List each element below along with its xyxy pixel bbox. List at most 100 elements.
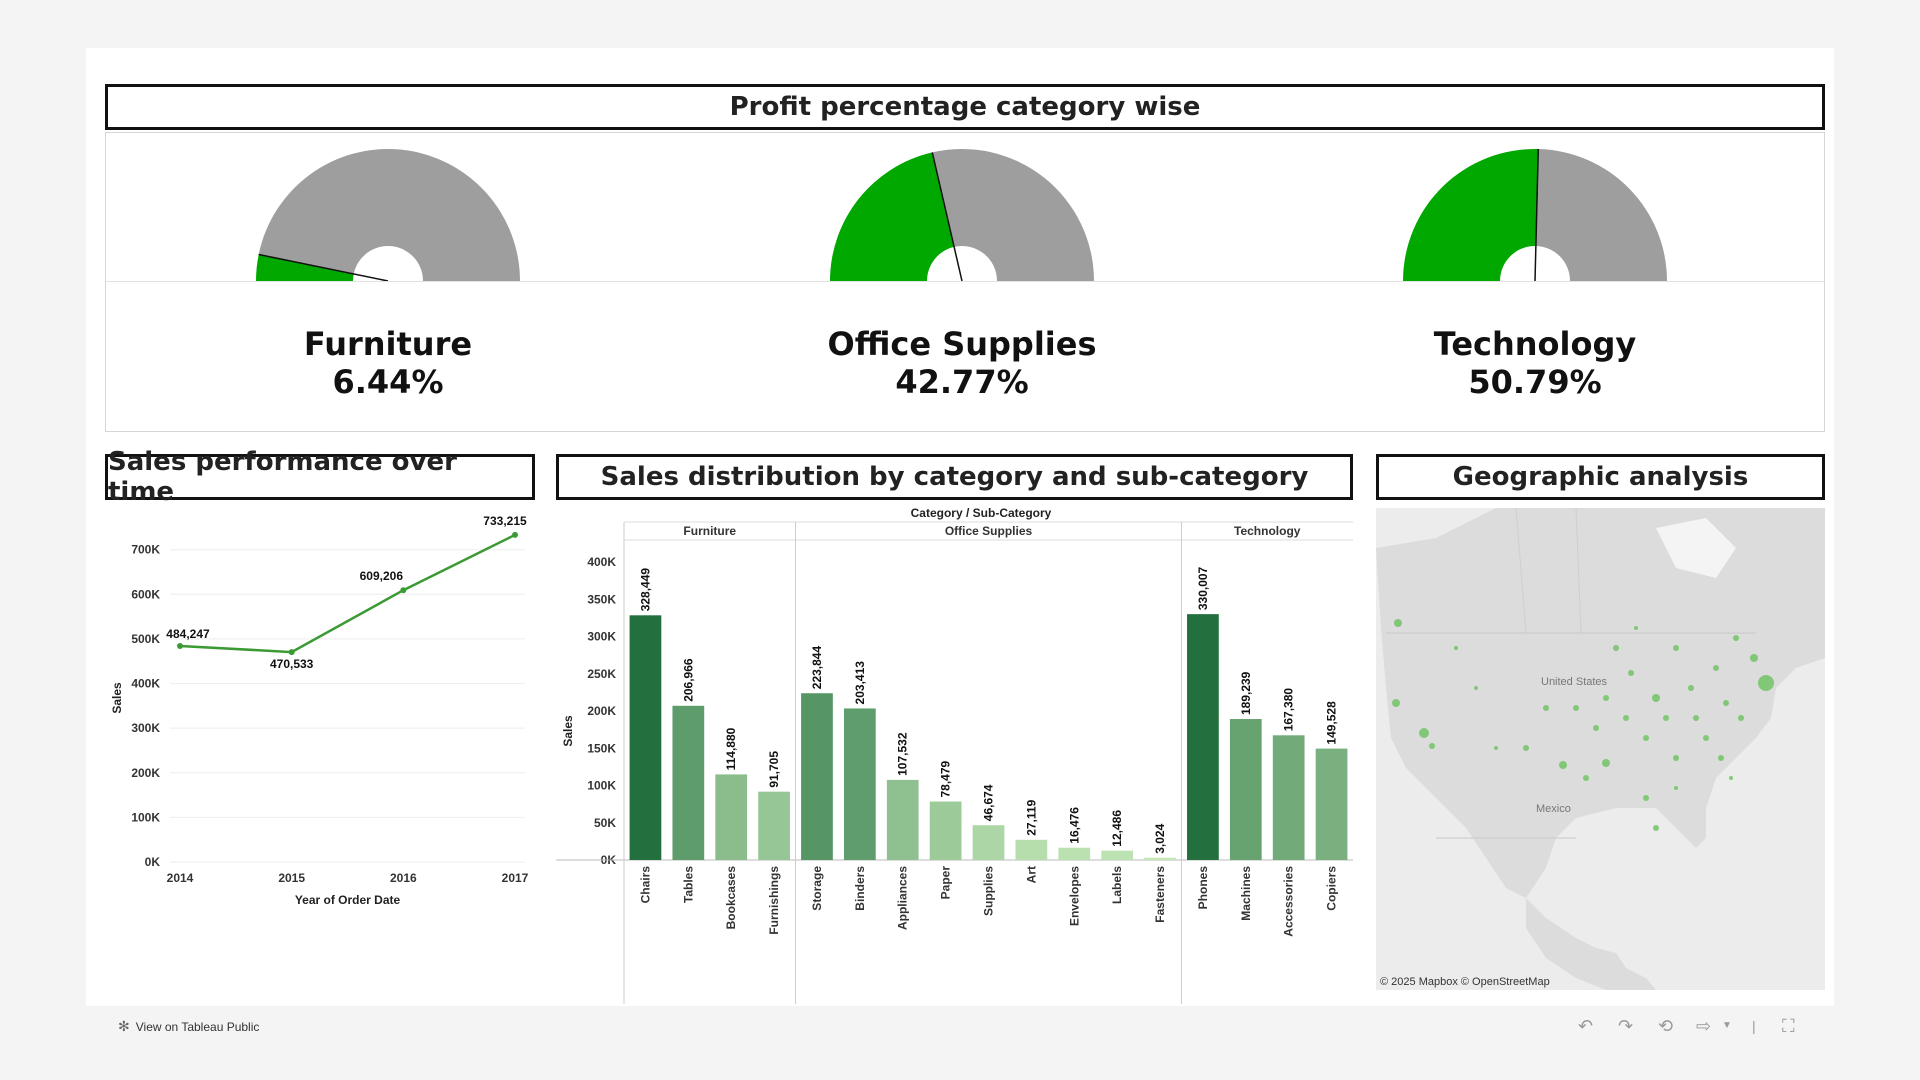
map-point[interactable] [1602,759,1610,767]
gauge-fill-segment[interactable] [830,152,955,281]
map-point[interactable] [1729,776,1733,780]
gauge-office-supplies[interactable] [830,147,1094,281]
map-point[interactable] [1634,626,1638,630]
map-point[interactable] [1419,728,1429,738]
map-point[interactable] [1392,699,1400,707]
map-point[interactable] [1543,705,1549,711]
map-point[interactable] [1652,694,1660,702]
geographic-map[interactable]: United States Mexico © 2025 Mapbox © Ope… [1376,508,1825,990]
group-label: Office Supplies [945,524,1033,538]
map-point[interactable] [1693,715,1699,721]
map-point[interactable] [1688,685,1694,691]
gauge-remaining-segment[interactable] [1535,149,1667,281]
map-point[interactable] [1593,725,1599,731]
map-point[interactable] [1723,700,1729,706]
map-point[interactable] [1713,665,1719,671]
sales-point[interactable] [288,649,295,656]
bar[interactable] [843,708,876,860]
bar[interactable] [1187,614,1219,860]
sales-line[interactable] [179,533,516,654]
bar[interactable] [1144,857,1176,860]
map-point[interactable] [1628,670,1634,676]
gauge-label-technology: Technology 50.79% [1335,325,1735,401]
map-point[interactable] [1523,745,1529,751]
gauge-fill-segment[interactable] [256,254,354,281]
sales-line-chart[interactable]: 0K 100K 200K 300K 400K 500K 600K 700K 2014 2015 20… [105,504,535,1044]
map-point[interactable] [1603,695,1609,701]
map-point[interactable] [1653,825,1659,831]
bar[interactable] [758,791,790,860]
bar[interactable] [715,774,748,860]
bar[interactable] [629,615,662,860]
share-icon[interactable]: ⇨ [1696,1016,1712,1036]
category-header: Category / Sub-Category [911,506,1052,520]
x-tick-label: Labels [1110,866,1124,904]
y-tick-label: 0K [145,855,161,869]
undo-icon[interactable]: ↶ [1578,1016,1594,1036]
map-point[interactable] [1623,715,1629,721]
group-label: Technology [1234,524,1301,538]
map-point[interactable] [1673,755,1679,761]
map-point[interactable] [1394,619,1402,627]
map-point[interactable] [1573,705,1579,711]
bar[interactable] [672,705,705,860]
gauge-section-title: Profit percentage category wise [105,84,1825,130]
x-tick-label: 2016 [390,871,417,885]
map-point[interactable] [1429,743,1435,749]
gauge-label-furniture: Furniture 6.44% [188,325,588,401]
map-point[interactable] [1663,715,1669,721]
map-point[interactable] [1494,746,1498,750]
redo-icon[interactable]: ↷ [1618,1016,1634,1036]
map-point[interactable] [1673,645,1679,651]
tableau-logo-icon: ✻ [118,1018,130,1034]
bar[interactable] [1101,850,1134,860]
bar[interactable] [801,693,833,860]
map-point[interactable] [1750,654,1758,662]
view-on-tableau-link[interactable]: ✻ View on Tableau Public [118,1018,259,1035]
map-point[interactable] [1674,786,1678,790]
share-dropdown-icon[interactable]: ▼ [1722,1020,1732,1031]
gauge-technology[interactable] [1403,147,1667,281]
x-tick-label: 2014 [167,871,194,885]
map-point[interactable] [1758,675,1774,691]
map-point[interactable] [1703,735,1709,741]
revert-icon[interactable]: ⟲ [1658,1016,1674,1036]
x-tick-label: Art [1024,866,1038,883]
gauge-remaining-segment[interactable] [932,149,1094,281]
map-point[interactable] [1718,755,1724,761]
bar[interactable] [929,801,962,860]
sales-point[interactable] [177,642,183,649]
map-point[interactable] [1454,646,1458,650]
gauge-furniture[interactable] [256,147,520,281]
bar[interactable] [1058,847,1091,860]
map-point[interactable] [1474,686,1478,690]
bar[interactable] [1272,735,1305,860]
x-tick-label: Accessories [1282,866,1296,937]
gauge-name: Office Supplies [827,325,1097,363]
map-section-title: Geographic analysis [1376,454,1825,500]
sales-point[interactable] [512,531,518,538]
map-point[interactable] [1583,775,1589,781]
bar[interactable] [1315,748,1348,860]
map-point[interactable] [1559,761,1567,769]
map-point[interactable] [1643,795,1649,801]
bar[interactable] [972,825,1005,860]
bar[interactable] [886,779,919,860]
y-axis-title: Sales [110,682,124,714]
gauge-needle [258,253,389,281]
gauge-needle [931,152,963,281]
map-point[interactable] [1738,715,1744,721]
sales-bar-chart[interactable]: Category / Sub-Category0K50K100K150K200K… [556,504,1353,1004]
map-sales-points[interactable] [1392,619,1774,831]
bar[interactable] [1229,719,1262,860]
gauge-fill-segment[interactable] [1403,149,1539,281]
sales-point[interactable] [400,587,407,594]
gauge-remaining-segment[interactable] [258,148,520,281]
map-point[interactable] [1733,635,1739,641]
map-point[interactable] [1613,645,1619,651]
bar[interactable] [1015,839,1048,860]
x-tick-label: Paper [939,866,953,900]
x-tick-label: Binders [853,866,867,911]
fullscreen-icon[interactable]: ⛶ [1782,1016,1795,1036]
map-point[interactable] [1643,735,1649,741]
